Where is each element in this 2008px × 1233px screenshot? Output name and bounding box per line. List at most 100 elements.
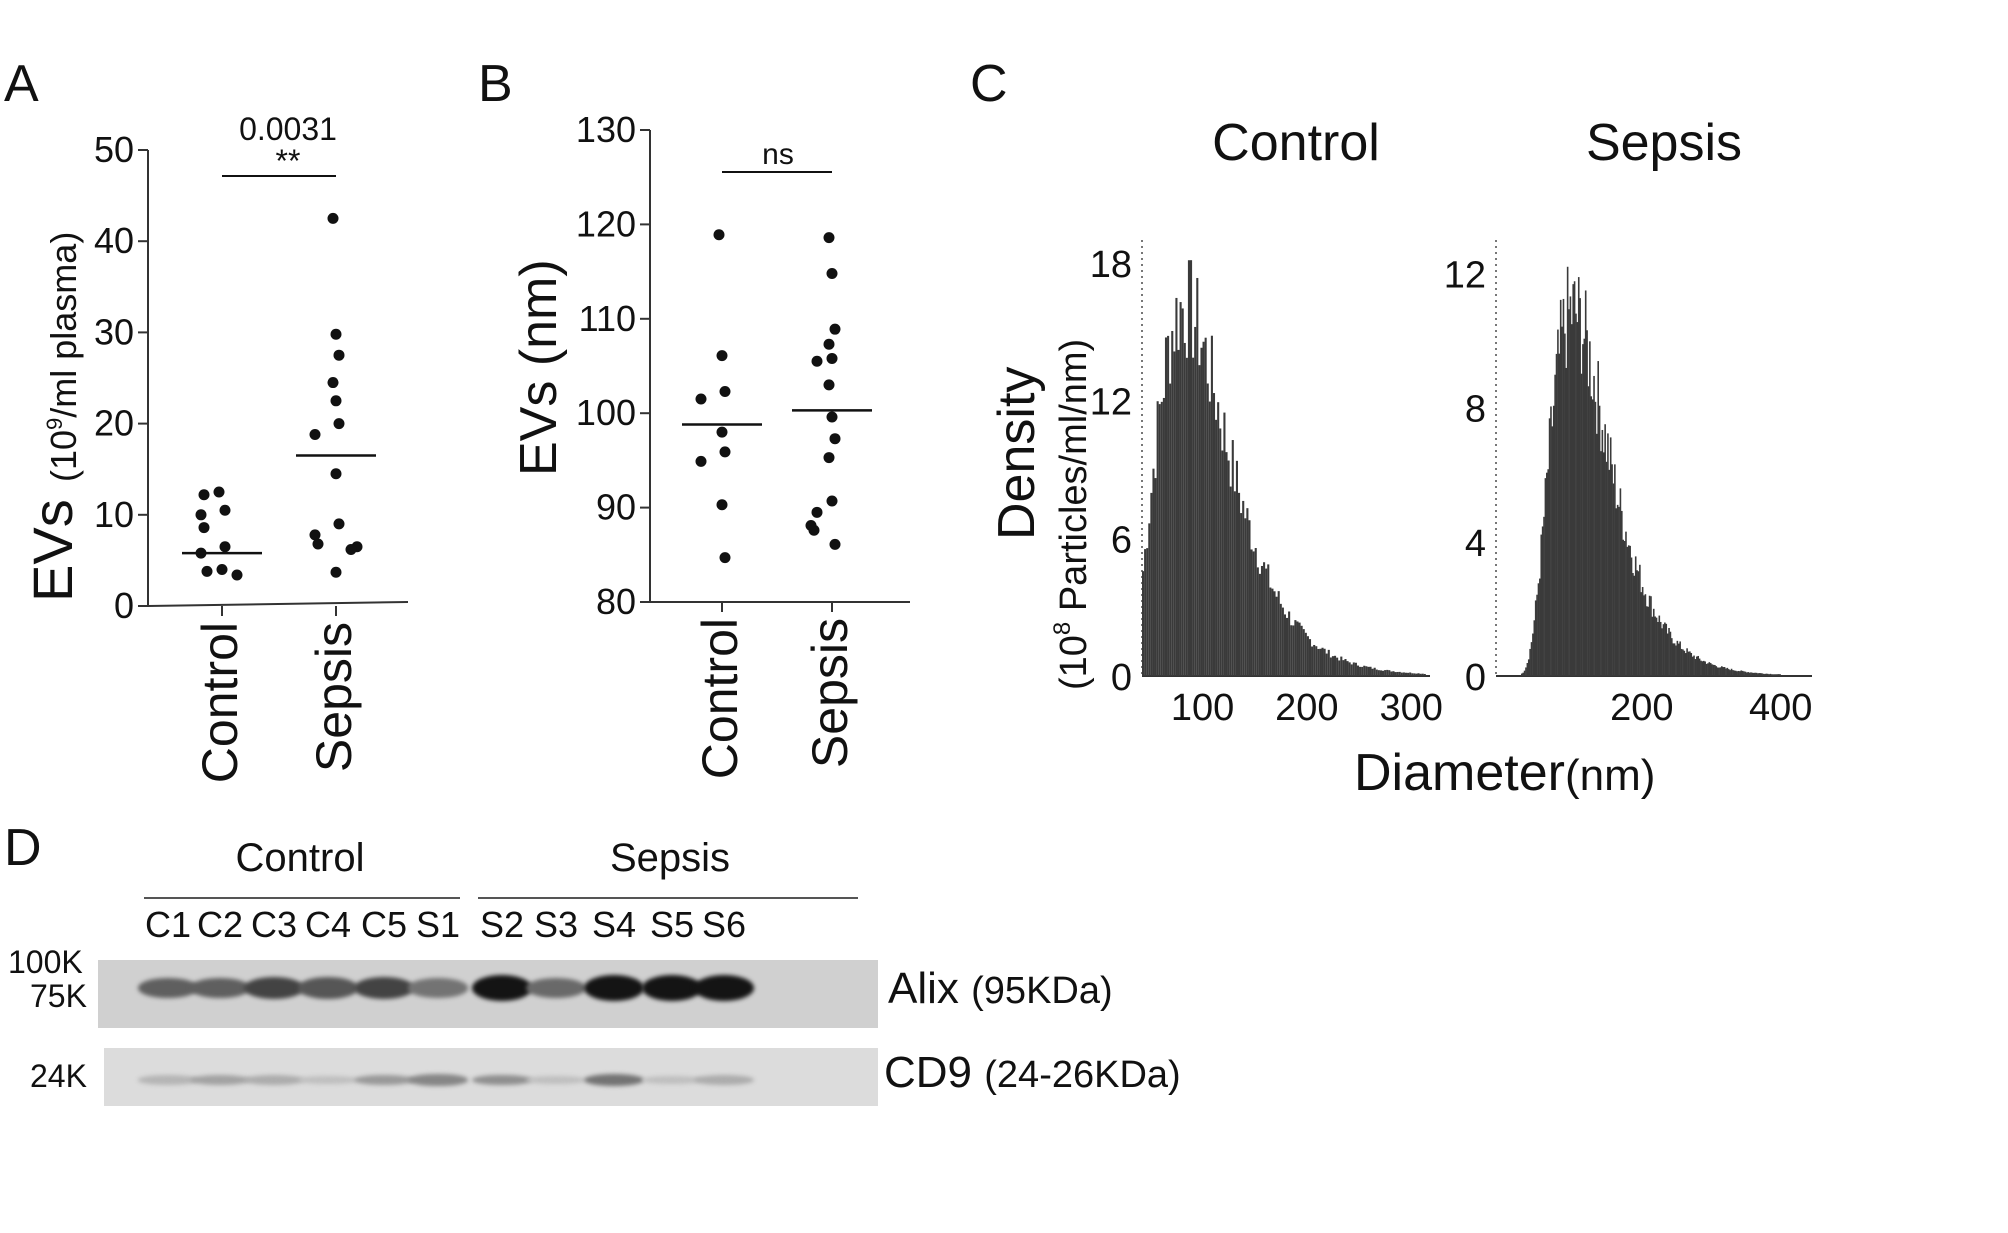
data-point (201, 565, 213, 577)
histogram-bar (1154, 478, 1157, 676)
histogram-bar (1300, 625, 1303, 676)
histogram-bar (1712, 664, 1715, 676)
blot-group-sepsis-line (478, 897, 858, 899)
histogram-bar (1190, 260, 1193, 676)
histogram-bar (1555, 353, 1558, 676)
histogram-bar (1413, 673, 1416, 676)
data-point (716, 350, 728, 362)
histogram-bar (1768, 674, 1770, 676)
histogram-bar (1772, 674, 1775, 676)
blot-band-alix (472, 975, 532, 1001)
histogram-bar (1621, 510, 1623, 676)
histogram-bar (1736, 671, 1738, 676)
histogram-bar (1336, 657, 1339, 676)
histogram-bar (1404, 672, 1408, 676)
histogram-bar (1212, 393, 1216, 676)
data-point (198, 522, 210, 534)
histogram-bar (1701, 661, 1704, 676)
histogram-bar (1352, 662, 1355, 676)
blot-band-alix (138, 977, 198, 999)
blot-group-control: Control (235, 836, 365, 880)
histogram-bar (1298, 622, 1301, 676)
chart-a-p-value: 0.0031 (239, 111, 337, 147)
data-point (823, 452, 835, 464)
y-tick-label: 12 (1090, 382, 1132, 424)
data-point (333, 349, 345, 361)
histogram-bar (1402, 672, 1405, 676)
histogram-bar (1423, 673, 1426, 676)
histogram-bar (1315, 646, 1318, 676)
histogram-bar (1619, 488, 1622, 676)
histogram-bar (1616, 504, 1619, 676)
histogram-bar (1573, 281, 1576, 676)
histogram-bar (1265, 568, 1268, 676)
data-point (826, 495, 838, 507)
histogram-bar (1215, 419, 1218, 676)
histogram-bar (1719, 667, 1722, 676)
histogram-bar (1294, 620, 1297, 676)
histogram-bar (1390, 671, 1393, 676)
histogram-bar (1651, 616, 1654, 676)
histogram-bar (1654, 616, 1656, 676)
chart-c-xlabel: Diameter(nm) (1354, 744, 1655, 802)
histogram-bar (1693, 655, 1695, 676)
histogram-bar (1144, 549, 1147, 676)
histogram-bar (1292, 625, 1295, 676)
data-point (195, 509, 207, 521)
histogram-bar (1371, 668, 1374, 676)
histogram-bar (1677, 643, 1680, 676)
blot-group-sepsis: Sepsis (609, 836, 731, 880)
y-tick-label: 20 (94, 403, 134, 444)
histogram-bar (1765, 673, 1768, 676)
histogram-bar (1527, 659, 1530, 676)
histogram-bar (1739, 671, 1741, 676)
x-tick-label-control: Control (192, 622, 248, 783)
histogram-bar (1363, 665, 1366, 676)
histogram-bar (1664, 622, 1666, 676)
histogram-bar (1192, 357, 1195, 676)
histogram-bar (1711, 664, 1713, 676)
histogram-bar (1707, 663, 1709, 676)
histogram-bar (1317, 648, 1320, 676)
histogram-bar (1308, 639, 1312, 676)
histogram-bar (1200, 347, 1203, 676)
histogram-bar (1185, 357, 1188, 676)
x-tick-label-sepsis: Sepsis (306, 622, 362, 772)
histogram-bar (1704, 661, 1706, 676)
histogram-bar (1254, 548, 1257, 676)
histogram-bar (1206, 383, 1209, 676)
data-point (330, 468, 342, 480)
blot-lane-label: S3 (533, 904, 579, 945)
blot-band-cd9 (408, 1074, 468, 1086)
data-point (695, 455, 707, 467)
histogram-bar (1564, 333, 1566, 676)
histogram-bar (1571, 324, 1573, 676)
histogram-bar (1229, 486, 1232, 676)
blot-lane-label: C4 (304, 904, 352, 945)
blot-lane-label: S4 (591, 904, 637, 945)
histogram-bar (1750, 672, 1752, 676)
histogram-bar (1177, 349, 1180, 676)
data-point (829, 538, 841, 550)
blot-band-alix (354, 976, 414, 1000)
histogram-bar (1647, 606, 1650, 676)
blot-band-alix (584, 975, 644, 1001)
histogram-bar (1552, 405, 1555, 676)
histogram-bar (1543, 516, 1545, 676)
data-point (716, 499, 728, 511)
y-tick-label: 12 (1444, 255, 1486, 297)
blot-label-alix: Alix (95KDa) (888, 964, 1113, 1013)
data-point (333, 518, 345, 530)
histogram-bar (1726, 667, 1729, 676)
histogram-bar (1650, 596, 1652, 676)
histogram-bar (1676, 640, 1679, 676)
histogram-bar (1350, 664, 1353, 676)
marker-100k: 100K (8, 944, 83, 980)
data-point (327, 377, 339, 389)
histogram-bar (1754, 672, 1756, 676)
histogram-bar (1348, 662, 1351, 676)
histogram-bar (1279, 603, 1282, 676)
histogram-bar (1582, 344, 1584, 676)
histogram-bar (1240, 513, 1243, 676)
histogram-bar (1623, 540, 1626, 676)
